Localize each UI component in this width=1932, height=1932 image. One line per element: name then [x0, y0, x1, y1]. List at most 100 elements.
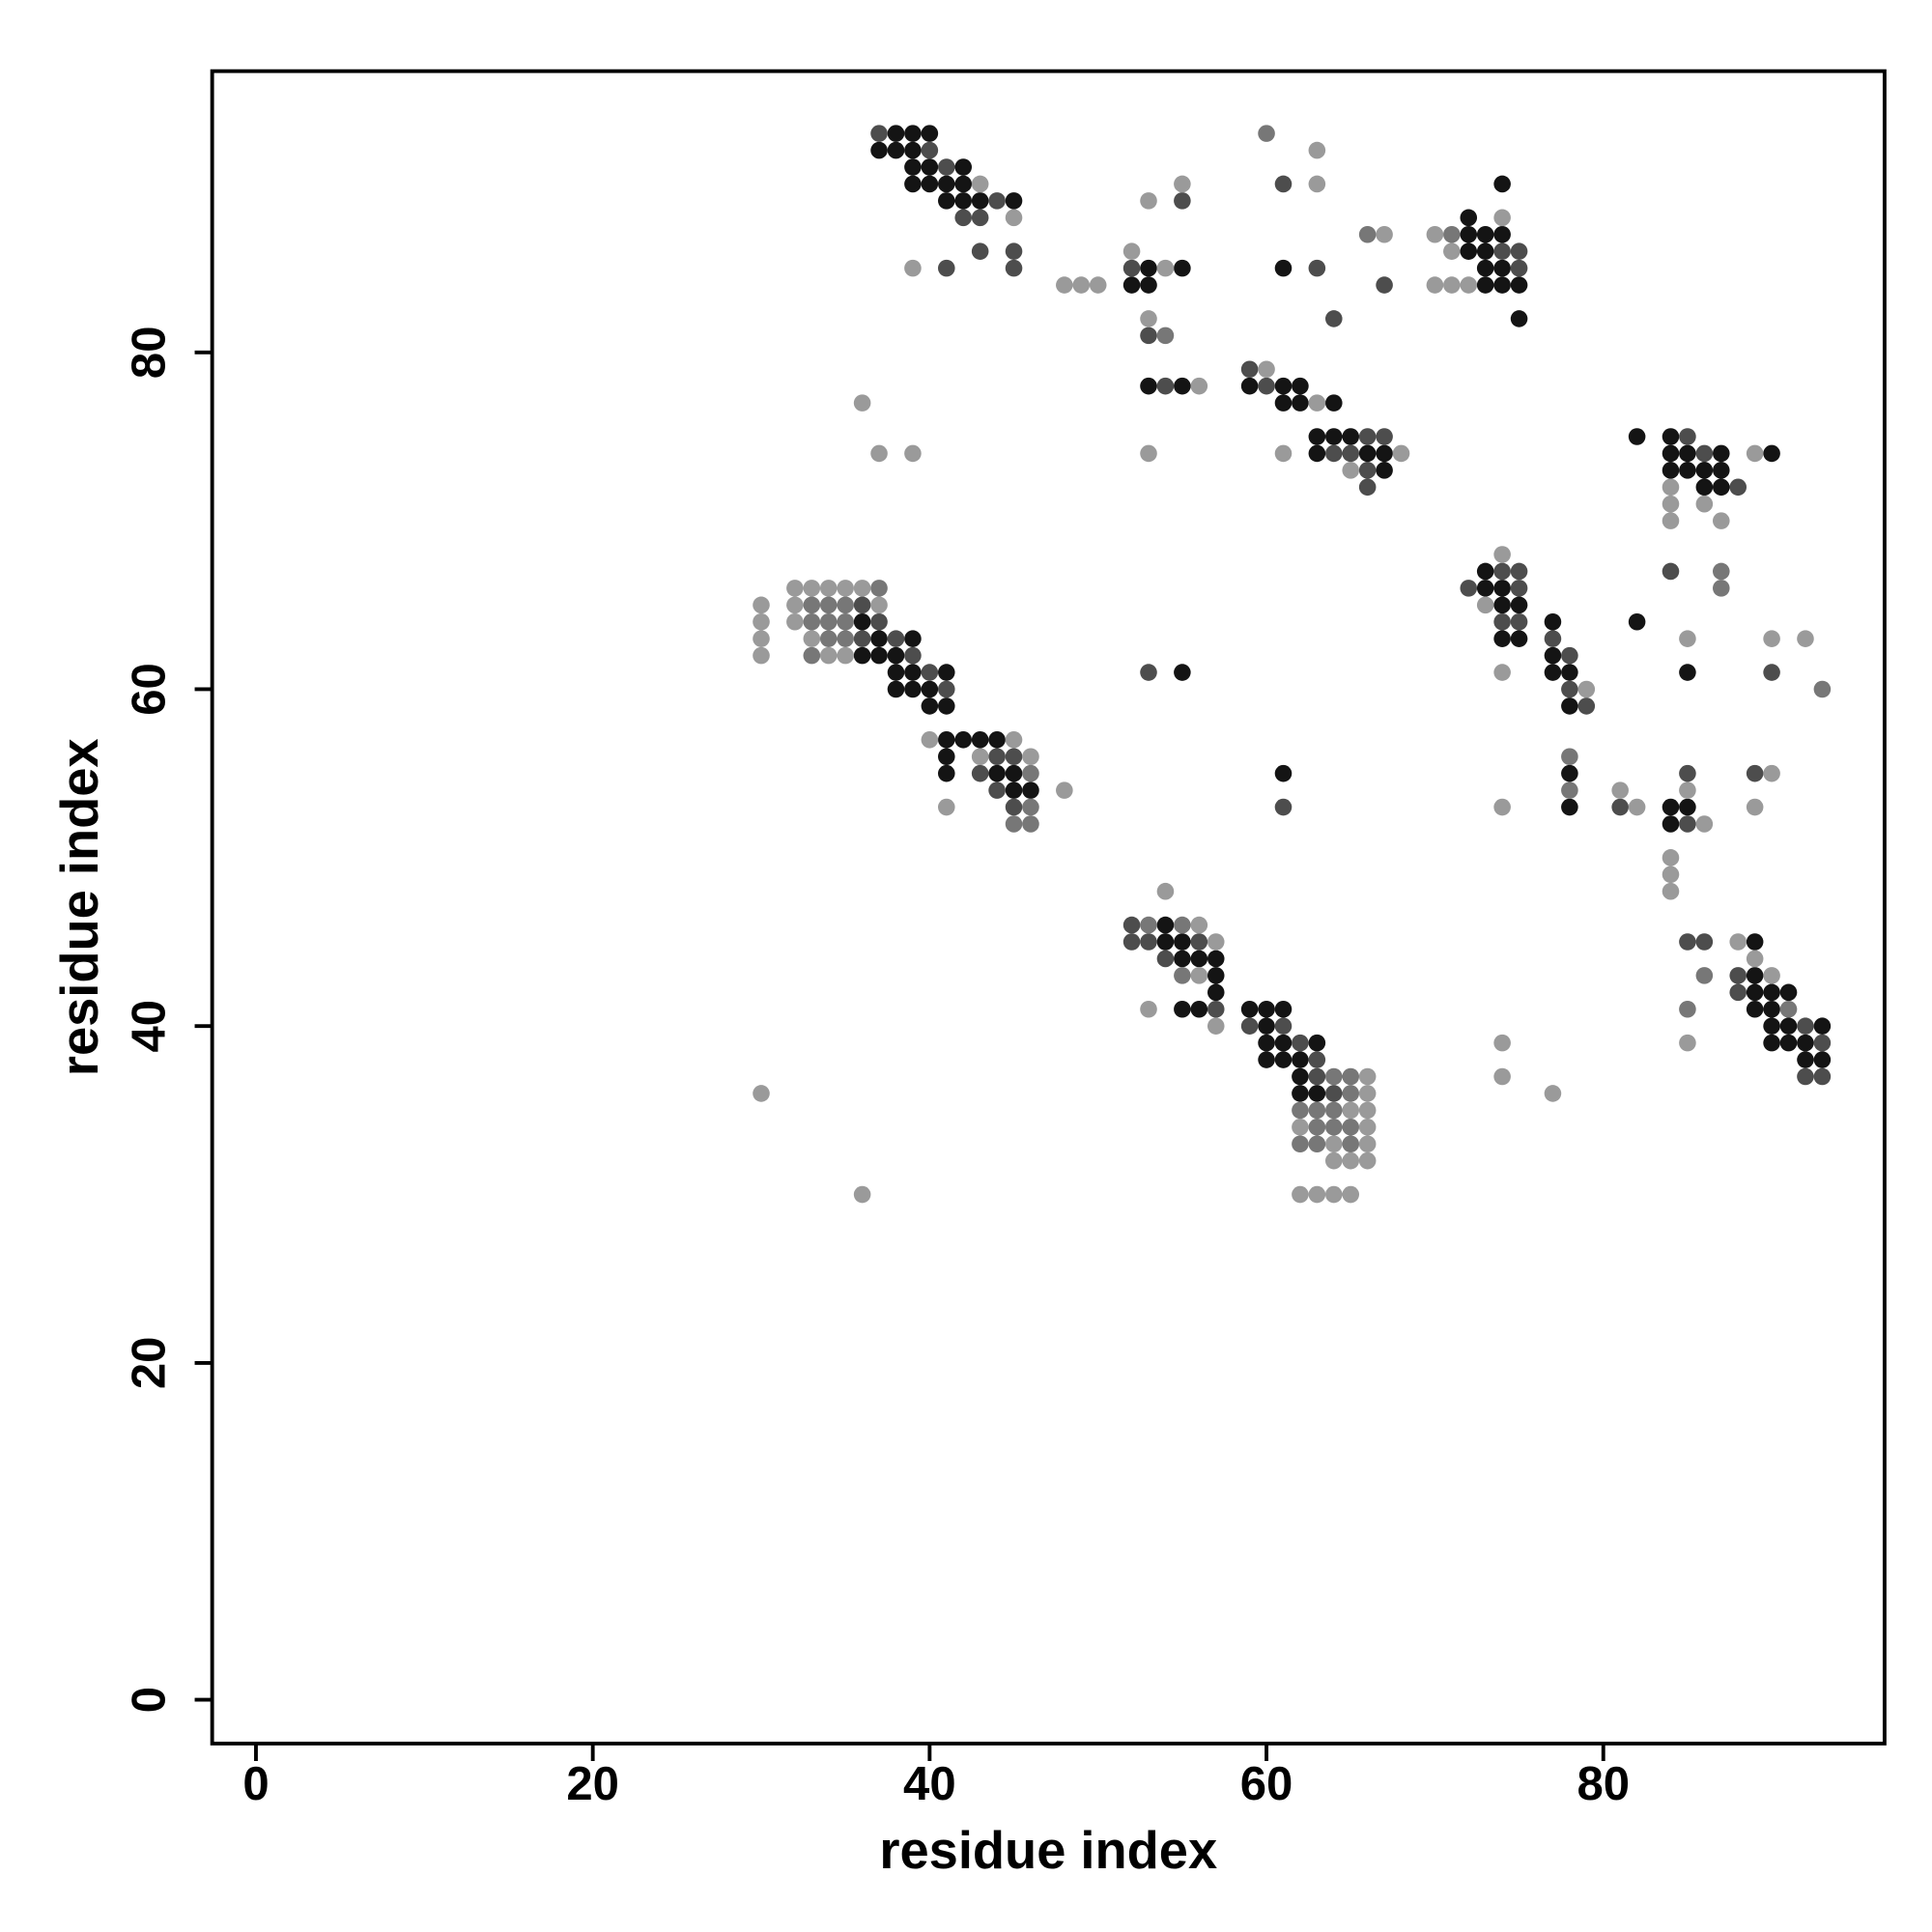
contact-point [1376, 276, 1393, 294]
contact-point [1308, 1119, 1326, 1136]
contact-point [904, 664, 922, 681]
contact-point [853, 646, 871, 665]
contact-point [1005, 815, 1023, 833]
contact-point [1358, 1151, 1377, 1170]
contact-point [921, 680, 939, 698]
contact-point [1544, 630, 1562, 647]
contact-point [1308, 428, 1326, 445]
contact-point [1713, 512, 1730, 529]
contact-point [1292, 1085, 1309, 1102]
contact-point [1493, 242, 1511, 260]
contact-point [971, 748, 989, 766]
contact-point [1292, 1034, 1309, 1052]
contact-point [870, 141, 888, 159]
contact-point [1308, 1034, 1326, 1052]
contact-point [819, 612, 838, 631]
contact-point [1325, 310, 1343, 327]
contact-point [1493, 596, 1511, 614]
contact-point [1292, 1135, 1309, 1153]
contact-point [1325, 1119, 1343, 1136]
contact-point [1510, 242, 1528, 260]
contact-point [1274, 1034, 1293, 1052]
contact-point [1240, 377, 1259, 395]
contact-point [1376, 444, 1393, 463]
contact-point [904, 259, 922, 277]
contact-point [1763, 764, 1780, 782]
contact-point [938, 158, 955, 176]
contact-point [1240, 1000, 1259, 1018]
y-tick-label: 80 [124, 327, 176, 380]
contact-point [1258, 1017, 1275, 1035]
contact-point [1325, 1085, 1343, 1102]
contact-point [887, 125, 905, 142]
contact-point [837, 630, 854, 647]
contact-point [853, 580, 871, 597]
contact-point [1460, 580, 1478, 597]
contact-point [1122, 933, 1141, 951]
contact-point [1561, 748, 1578, 766]
contact-point [1207, 933, 1225, 951]
contact-point [1443, 242, 1461, 260]
contact-point [1426, 225, 1444, 243]
contact-point [786, 580, 804, 597]
contact-point [1476, 562, 1494, 581]
contact-point [1746, 933, 1764, 951]
contact-point [921, 141, 939, 159]
contact-point [887, 680, 905, 698]
contact-point [870, 580, 888, 597]
contact-point [1628, 798, 1646, 816]
contact-point [1358, 428, 1377, 445]
y-tick-label: 20 [124, 1337, 176, 1390]
contact-point [1797, 1034, 1814, 1052]
contact-point [837, 646, 854, 665]
contact-point [921, 664, 939, 681]
contact-point [1746, 950, 1764, 968]
contact-point [988, 731, 1006, 749]
contact-point [1022, 781, 1039, 799]
contact-point [1476, 242, 1494, 260]
contact-point [1056, 276, 1073, 294]
contact-point [971, 764, 989, 782]
contact-point [1510, 612, 1528, 631]
contact-point [1292, 1101, 1309, 1120]
contact-point [938, 731, 955, 749]
contact-point [1274, 175, 1293, 193]
contact-point [1022, 764, 1039, 782]
contact-point [1493, 259, 1511, 277]
contact-point [1308, 444, 1326, 463]
contact-point [1713, 462, 1730, 479]
contact-point [1763, 967, 1780, 984]
contact-point [904, 646, 922, 665]
contact-point [1679, 428, 1696, 445]
contact-point [1443, 225, 1461, 243]
contact-point [1308, 175, 1326, 193]
contact-point [1577, 680, 1596, 698]
contact-point [1005, 731, 1023, 749]
contact-point [1342, 428, 1360, 445]
contact-point [1156, 882, 1175, 900]
contact-point [1763, 983, 1780, 1002]
contact-point [1140, 310, 1157, 327]
contact-point [853, 596, 871, 614]
contact-point [1274, 1051, 1293, 1068]
contact-point [1325, 1151, 1343, 1170]
contact-point [887, 630, 905, 647]
contact-point [938, 664, 955, 681]
contact-point [1342, 444, 1360, 463]
contact-point [1258, 360, 1275, 379]
contact-point [1358, 462, 1377, 479]
contact-point [1510, 562, 1528, 581]
contact-point [904, 444, 922, 463]
contact-point [1729, 478, 1747, 497]
y-axis-title: residue index [51, 738, 109, 1076]
contact-point [1695, 478, 1714, 497]
contact-point [819, 630, 838, 647]
contact-point [1190, 950, 1208, 968]
contact-point [1493, 276, 1511, 294]
contact-point [1140, 276, 1157, 294]
contact-point [753, 630, 770, 647]
contact-point [1493, 612, 1511, 631]
x-tick-label: 80 [1577, 1758, 1630, 1810]
contact-point [1022, 798, 1039, 816]
contact-point [1662, 444, 1680, 463]
